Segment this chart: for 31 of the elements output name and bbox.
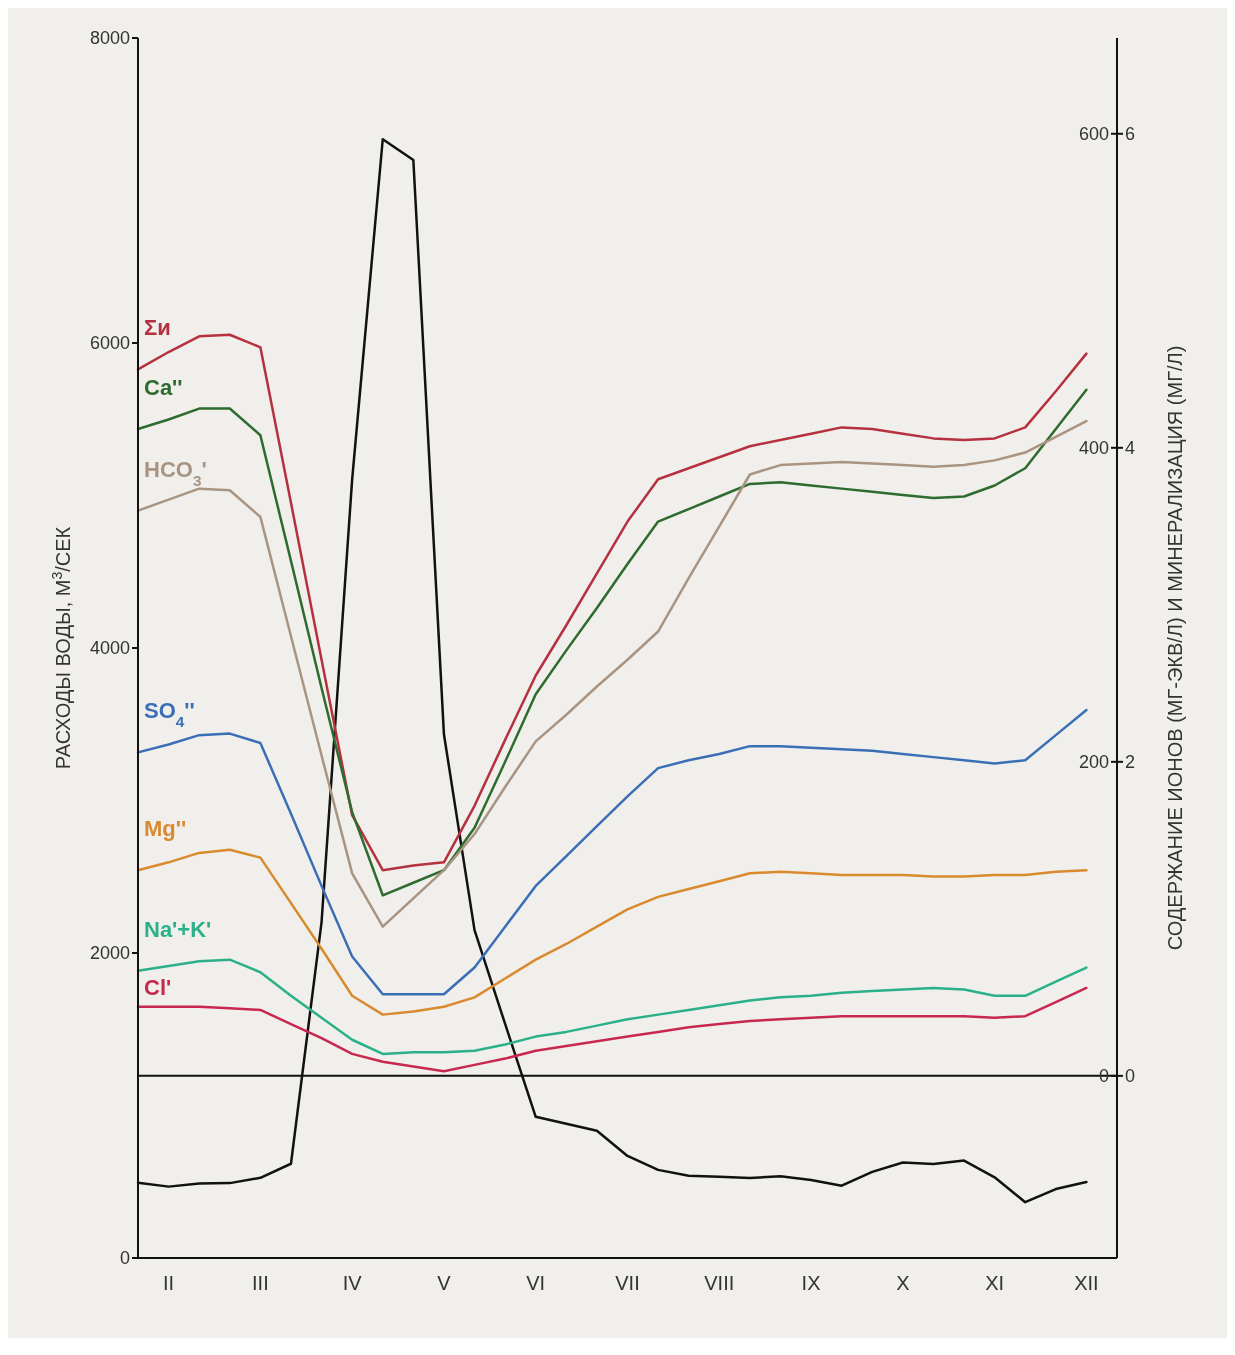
x-tick-label: VI (526, 1272, 546, 1294)
y-tick-label: 0 (119, 1248, 130, 1269)
series-label: Cl' (144, 974, 172, 1000)
series-label: Ca'' (144, 374, 183, 400)
x-tick-label: VII (615, 1272, 640, 1294)
x-tick-label: II (163, 1272, 175, 1294)
x-tick-label: IX (801, 1272, 821, 1294)
y2-axis-title: СОДЕРЖАНИЕ ИОНОВ (МГ-ЭКВ/Л) И МИНЕРАЛИЗАЦИЯ (МГ/Л) (1164, 345, 1186, 951)
y2-tick-label: 200 (1078, 752, 1109, 773)
series-label: Σи (144, 315, 171, 341)
series-label: HCO$_{3}$' (144, 456, 207, 489)
x-tick-label: XI (985, 1272, 1005, 1294)
y-tick-label: 6000 (89, 333, 130, 354)
series-label: Mg'' (144, 816, 187, 842)
y3-tick-label: 2 (1125, 752, 1136, 773)
x-tick-label: X (896, 1272, 910, 1294)
x-tick-label: III (252, 1272, 269, 1294)
x-tick-label: VIII (704, 1272, 735, 1294)
series-label: Na'+K' (144, 916, 212, 942)
y3-tick-label: 4 (1125, 438, 1136, 459)
y2-tick-label: 600 (1078, 124, 1109, 145)
x-tick-label: V (437, 1272, 452, 1294)
x-tick-label: XII (1074, 1272, 1099, 1294)
y-tick-label: 4000 (89, 638, 130, 659)
y3-tick-label: 6 (1125, 124, 1136, 145)
y-tick-label: 8000 (89, 28, 130, 49)
y-tick-label: 2000 (89, 943, 130, 964)
y3-tick-label: 0 (1125, 1066, 1136, 1087)
x-tick-label: IV (342, 1272, 363, 1294)
y2-tick-label: 400 (1078, 438, 1109, 459)
series-label: SO$_{4}$'' (144, 698, 195, 730)
